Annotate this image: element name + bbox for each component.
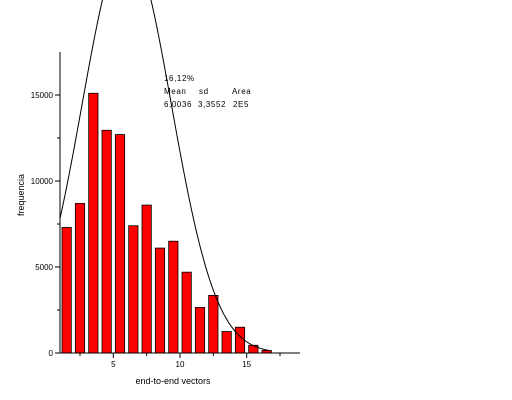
- bar-1: [74, 202, 86, 354]
- bar-0: [61, 227, 72, 354]
- annotation-header-area: Area: [232, 87, 251, 96]
- bar-9: [181, 271, 192, 354]
- bar-4: [114, 134, 126, 354]
- bar-13: [234, 326, 246, 354]
- bar-12: [221, 331, 232, 354]
- gaussian-fit-curve: [59, 0, 269, 351]
- x-tick-label-10: 10: [176, 360, 185, 369]
- bar-3: [101, 129, 112, 354]
- y-tick-label-10000: 10000: [31, 177, 54, 186]
- bar-2: [88, 92, 99, 354]
- bar-6: [141, 204, 152, 354]
- bar-7: [154, 247, 166, 354]
- ticks-group: 0 5000 10000 15000 5 10 15: [31, 91, 281, 369]
- bar-5: [128, 225, 139, 354]
- x-axis-label: end-to-end vectors: [135, 376, 211, 386]
- x-tick-label-5: 5: [111, 360, 116, 369]
- stats-annotation: 16,12% Mean sd Area 6,0036 3,3552 2E5: [164, 74, 251, 109]
- annotation-value-sd: 3,3552: [198, 100, 226, 109]
- bar-8: [168, 240, 179, 354]
- annotation-header-mean: Mean: [164, 87, 186, 96]
- annotation-header-sd: sd: [199, 87, 209, 96]
- annotation-value-area: 2E5: [233, 100, 249, 109]
- bar-10: [194, 307, 206, 354]
- y-tick-label-5000: 5000: [35, 263, 53, 272]
- bars-group: [61, 92, 272, 354]
- x-tick-label-15: 15: [242, 360, 251, 369]
- annotation-percent: 16,12%: [164, 74, 195, 83]
- bar-11: [208, 294, 219, 354]
- y-axis-label: frequencia: [16, 174, 26, 216]
- y-tick-label-0: 0: [49, 349, 54, 358]
- annotation-value-mean: 6,0036: [164, 100, 192, 109]
- y-tick-label-15000: 15000: [31, 91, 54, 100]
